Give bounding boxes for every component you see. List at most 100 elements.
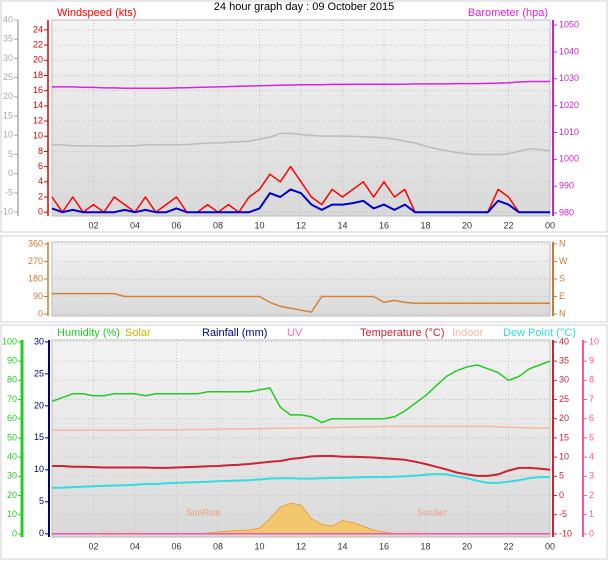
y-tick-label: N <box>559 308 566 318</box>
y-tick-label: 360 <box>28 238 43 248</box>
x-tick-label: 22 <box>503 541 513 551</box>
panel-frame <box>0 324 608 560</box>
y-tick-label: 22 <box>33 39 43 49</box>
y-tick-label: 40 <box>7 451 17 461</box>
y-tick-label: 5 <box>589 432 594 442</box>
y-tick-label: 90 <box>7 355 17 365</box>
x-tick-label: 02 <box>88 220 98 230</box>
series-line <box>52 132 551 156</box>
y-tick-label: 2 <box>589 490 594 500</box>
legend-entry: Dew Point (°C) <box>503 327 576 339</box>
x-tick-label: 16 <box>379 220 389 230</box>
y-tick-label: 50 <box>7 432 17 442</box>
x-tick-label: 08 <box>213 220 223 230</box>
x-tick-label: 02 <box>88 541 98 551</box>
y-tick-label: 990 <box>559 181 574 191</box>
legend-entry: Indoor <box>452 327 484 339</box>
y-tick-label: 25 <box>34 368 44 378</box>
series-line <box>52 455 551 477</box>
annotation: Moon Rise <box>100 527 143 537</box>
y-tick-label: 180 <box>28 273 43 283</box>
y-tick-label: 25 <box>559 394 569 404</box>
y-tick-label: 16 <box>33 85 43 95</box>
y-tick-label: 0 <box>38 308 43 318</box>
y-tick-label: 60 <box>7 413 17 423</box>
series-line <box>51 360 551 424</box>
y-tick-label: 2 <box>38 191 43 201</box>
x-tick-label: 06 <box>171 220 181 230</box>
x-tick-label: 10 <box>254 541 264 551</box>
y-tick-label: 40 <box>3 14 13 24</box>
panel-frame <box>0 235 608 323</box>
x-tick-label: 06 <box>171 541 181 551</box>
chart-title: 24 hour graph day : 09 October 2015 <box>214 1 394 13</box>
y-tick-label: 15 <box>559 432 569 442</box>
y-tick-label: 1010 <box>559 127 579 137</box>
y-tick-label: W <box>559 256 568 266</box>
y-tick-label: 90 <box>33 291 43 301</box>
x-tick-label: 00 <box>545 541 555 551</box>
y-tick-label: 20 <box>34 400 44 410</box>
annotation: MoonSet <box>385 527 422 537</box>
y-tick-label: 0 <box>8 168 13 178</box>
x-tick-label: 12 <box>296 541 306 551</box>
x-tick-label: 04 <box>130 541 140 551</box>
y-tick-label: E <box>559 291 565 301</box>
y-tick-label: 18 <box>33 70 43 80</box>
x-tick-label: 10 <box>254 220 264 230</box>
y-tick-label: N <box>559 238 566 248</box>
y-tick-label: 10 <box>34 464 44 474</box>
y-tick-label: 10 <box>589 336 599 346</box>
y-tick-label: 0 <box>39 528 44 538</box>
x-tick-label: 14 <box>337 541 347 551</box>
y-tick-label: 9 <box>589 355 594 365</box>
x-tick-label: 20 <box>462 220 472 230</box>
y-tick-label: 1020 <box>559 100 579 110</box>
y-tick-label: 6 <box>589 413 594 423</box>
y-tick-label: 35 <box>3 34 13 44</box>
y-tick-label: 15 <box>3 110 13 120</box>
y-tick-label: 8 <box>589 375 594 385</box>
y-tick-label: 10 <box>33 131 43 141</box>
y-tick-label: 80 <box>7 375 17 385</box>
y-tick-label: 0 <box>589 528 594 538</box>
legend-entry: UV <box>287 327 303 339</box>
y-tick-label: 3 <box>589 471 594 481</box>
y-tick-label: 1000 <box>559 154 579 164</box>
y-tick-label: 5 <box>39 496 44 506</box>
annotation: SunSet <box>417 507 447 517</box>
y-tick-label: 4 <box>38 176 43 186</box>
y-tick-label: -10 <box>559 528 572 538</box>
y-tick-label: 100 <box>2 336 17 346</box>
y-tick-label: -5 <box>5 187 13 197</box>
x-tick-label: 08 <box>213 541 223 551</box>
y-tick-label: 35 <box>559 355 569 365</box>
series-line <box>52 292 550 313</box>
series-line <box>52 425 550 431</box>
legend-entry: Humidity (%) <box>57 327 120 339</box>
legend-entry: Rainfall (mm) <box>202 327 267 339</box>
y-tick-label: 1040 <box>559 46 579 56</box>
x-tick-label: 14 <box>337 220 347 230</box>
y-tick-label: 0 <box>38 207 43 217</box>
x-tick-label: 18 <box>420 220 430 230</box>
y-tick-label: 20 <box>7 490 17 500</box>
y-tick-label: 1 <box>589 509 594 519</box>
x-tick-label: 04 <box>130 220 140 230</box>
y-tick-label: 20 <box>33 55 43 65</box>
y-tick-label: 24 <box>33 24 43 34</box>
y-tick-label: 10 <box>3 130 13 140</box>
y-tick-label: 7 <box>589 394 594 404</box>
series-line <box>52 473 550 489</box>
y-tick-label: 8 <box>38 146 43 156</box>
series-line <box>51 188 550 214</box>
y-tick-label: 40 <box>559 336 569 346</box>
y-tick-label: S <box>559 273 565 283</box>
series-line <box>52 80 550 89</box>
y-tick-label: 20 <box>3 91 13 101</box>
y-tick-label: 30 <box>3 53 13 63</box>
y-tick-label: 14 <box>33 100 43 110</box>
x-tick-label: 12 <box>296 220 306 230</box>
y-tick-label: 4 <box>589 451 594 461</box>
